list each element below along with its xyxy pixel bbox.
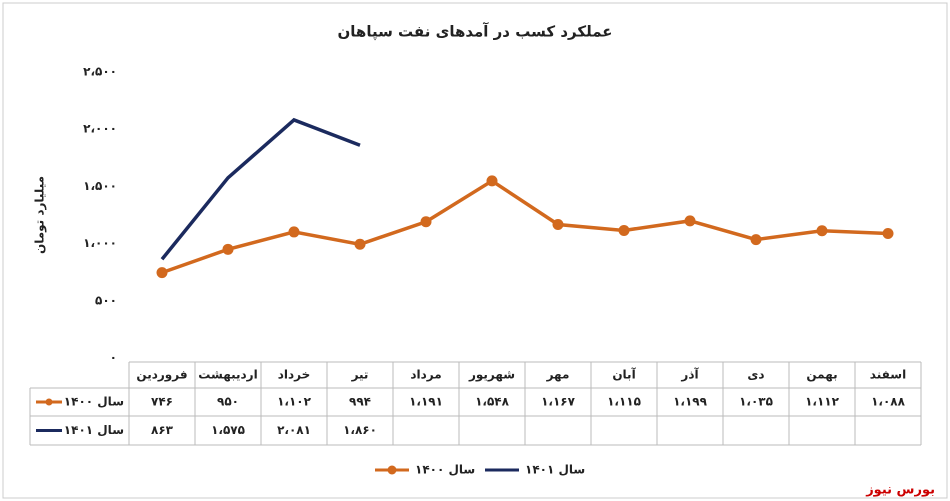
point — [486, 175, 498, 187]
y-axis-label: میلیارد تومان — [33, 176, 48, 254]
x-tick-label: اسفند — [870, 368, 906, 382]
x-tick-label: دی — [747, 368, 764, 382]
y-tick-label: ۵۰۰ — [95, 293, 117, 307]
source: بورس نیوز — [865, 483, 935, 498]
table-value: ۱،۱۱۵ — [607, 395, 641, 409]
y-tick-label: ۲،۵۰۰ — [83, 65, 117, 79]
point — [618, 224, 630, 236]
table-value: ۱،۵۴۸ — [475, 395, 510, 409]
y-tick-label: ۰ — [110, 351, 117, 365]
table-value: ۱،۱۶۷ — [541, 395, 576, 409]
x-tick-label: مهر — [546, 368, 570, 382]
point — [684, 215, 696, 227]
legend-marker — [387, 465, 397, 475]
table-value: ۷۴۶ — [151, 395, 173, 409]
x-tick-label: بهمن — [806, 368, 837, 382]
table-series-name: سال ۱۴۰۰ — [64, 395, 124, 409]
x-tick-label: خرداد — [278, 368, 311, 382]
point — [354, 238, 366, 250]
table-value: ۱،۱۹۹ — [673, 395, 708, 409]
table-value: ۱،۰۸۸ — [871, 395, 906, 409]
point — [750, 234, 762, 246]
table-value: ۹۹۴ — [349, 395, 371, 409]
x-tick-label: آذر — [680, 367, 699, 382]
y-tick-label: ۲،۰۰۰ — [83, 122, 117, 136]
y-tick-label: ۱،۰۰۰ — [83, 236, 117, 250]
series-line — [161, 178, 889, 275]
legend-label: سال ۱۴۰۱ — [525, 463, 585, 477]
legend-label: سال ۱۴۰۰ — [415, 463, 475, 477]
point — [420, 216, 432, 228]
table-value: ۲،۰۸۱ — [277, 423, 311, 437]
point — [288, 226, 300, 238]
x-tick-label: مرداد — [410, 368, 441, 382]
x-tick-label: فروردین — [136, 368, 187, 383]
point — [882, 228, 894, 240]
x-tick-label: اردیبهشت — [198, 368, 257, 382]
series-line — [160, 117, 361, 261]
x-tick-label: تیر — [351, 368, 369, 382]
table-series-name: سال ۱۴۰۱ — [64, 423, 124, 437]
table-value: ۱،۸۶۰ — [343, 423, 377, 437]
point — [816, 225, 828, 237]
point — [156, 267, 168, 279]
table-value: ۱،۰۳۵ — [739, 395, 773, 409]
point — [552, 218, 564, 230]
x-tick-label: آبان — [612, 367, 636, 382]
table-value: ۱،۵۷۵ — [211, 423, 245, 437]
point — [222, 243, 234, 255]
table-value: ۱،۱۹۱ — [409, 395, 443, 409]
x-tick-label: شهریور — [468, 368, 515, 383]
table-value: ۱،۱۱۲ — [805, 395, 840, 409]
table-value: ۹۵۰ — [217, 395, 239, 409]
table-value: ۱،۱۰۲ — [277, 395, 312, 409]
legend-marker — [45, 398, 53, 406]
y-tick-label: ۱،۵۰۰ — [83, 179, 117, 193]
table-value: ۸۶۳ — [151, 423, 174, 437]
chart-title: عملکرد کسب در آمدهای نفت سپاهان — [337, 23, 612, 42]
